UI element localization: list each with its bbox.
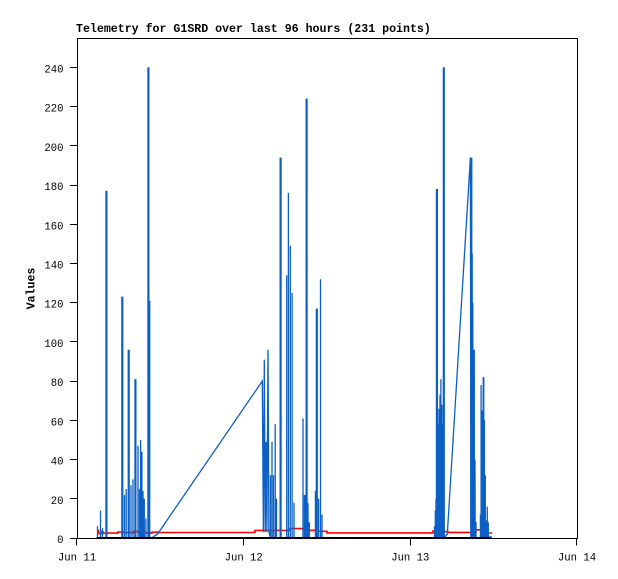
svg-text:Jun 13: Jun 13 — [391, 553, 429, 565]
svg-text:80: 80 — [51, 378, 64, 390]
svg-text:40: 40 — [51, 457, 64, 469]
svg-text:0: 0 — [57, 535, 63, 547]
svg-text:100: 100 — [44, 339, 63, 351]
svg-text:240: 240 — [44, 64, 63, 76]
svg-text:Jun 12: Jun 12 — [225, 553, 263, 565]
svg-text:180: 180 — [44, 182, 63, 194]
svg-text:140: 140 — [44, 261, 63, 273]
svg-text:160: 160 — [44, 221, 63, 233]
svg-text:120: 120 — [44, 300, 63, 312]
svg-text:Values: Values — [26, 268, 39, 310]
svg-text:20: 20 — [51, 496, 64, 508]
svg-text:200: 200 — [44, 143, 63, 155]
svg-text:60: 60 — [51, 417, 64, 429]
svg-text:Jun 11: Jun 11 — [58, 553, 96, 565]
svg-text:Jun 14: Jun 14 — [558, 553, 596, 565]
svg-text:Telemetry for G1SRD over last: Telemetry for G1SRD over last 96 hours (… — [76, 23, 431, 36]
svg-text:220: 220 — [44, 104, 63, 116]
